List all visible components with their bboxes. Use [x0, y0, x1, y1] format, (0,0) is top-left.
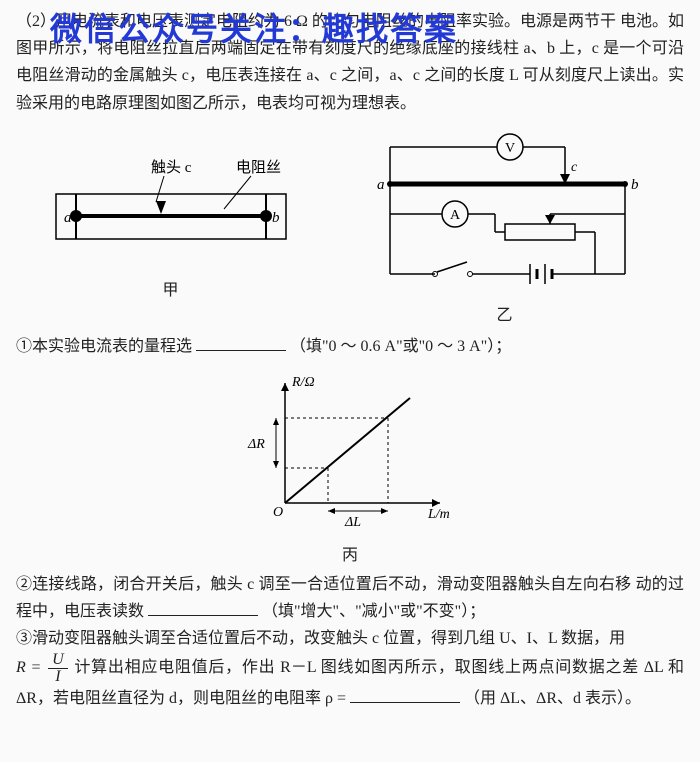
diagram-yi-caption: 乙 [355, 302, 655, 329]
svg-text:ΔL: ΔL [344, 515, 361, 528]
svg-text:R/Ω: R/Ω [291, 375, 315, 390]
q3-frac-num: U [48, 652, 68, 669]
svg-text:a: a [377, 177, 385, 193]
q3-fraction: U I [48, 652, 68, 685]
intro-paragraph: （2）用电流表和电压表测定电阻约为 6 Ω 的均匀电阻丝的电阻率实验。电源是两节… [16, 8, 684, 117]
diagram-bing: R/Ω L/m O ΔR ΔL 丙 [16, 368, 684, 568]
svg-text:ΔR: ΔR [247, 437, 265, 452]
q3-line2-mid: 计算出相应电阻值后，作出 R－L 图线如图丙所示，取图线上两点间数据之差 ΔL [74, 659, 663, 676]
q1-suffix: （填"0 ～ 0.6 A"或"0 ～ 3 A"）； [290, 338, 511, 355]
q3-formula-prefix: R = [16, 659, 46, 676]
svg-text:触头 c: 触头 c [151, 159, 192, 176]
q3-blank [350, 687, 460, 703]
diagram-jia: 触头 c 电阻丝 a b 甲 [46, 154, 296, 304]
q2-line1: ②连接线路，闭合开关后，触头 c 调至一合适位置后不动，滑动变阻器触头自左向右移 [16, 576, 631, 593]
svg-text:电阻丝: 电阻丝 [236, 159, 281, 176]
diagram-row: 触头 c 电阻丝 a b 甲 V [16, 129, 684, 329]
svg-text:c: c [571, 160, 578, 175]
question-3: ③滑动变阻器触头调至合适位置后不动，改变触头 c 位置，得到几组 U、I、L 数… [16, 625, 684, 712]
diagram-yi: V c a b A [355, 129, 655, 329]
svg-text:b: b [631, 177, 639, 193]
q1-prefix: ①本实验电流表的量程选 [16, 338, 192, 355]
q2-line2-suffix: （填"增大"、"减小"或"不变"）； [262, 603, 485, 620]
q1-blank [196, 335, 286, 351]
diagram-jia-caption: 甲 [46, 277, 296, 304]
svg-text:O: O [273, 505, 283, 520]
diagram-yi-svg: V c a b A [355, 129, 655, 289]
q3-line1: ③滑动变阻器触头调至合适位置后不动，改变触头 c 位置，得到几组 U、I、L 数… [16, 630, 625, 647]
question-1: ①本实验电流表的量程选 （填"0 ～ 0.6 A"或"0 ～ 3 A"）； [16, 333, 684, 360]
svg-text:V: V [505, 141, 515, 156]
q2-blank [148, 600, 258, 616]
q3-frac-den: I [48, 669, 68, 685]
intro-line1: （2）用电流表和电压表测定电阻约为 6 Ω 的均匀电阻丝的电阻率实验。电源是两节… [16, 13, 616, 30]
diagram-bing-caption: 丙 [16, 542, 684, 569]
diagram-jia-svg: 触头 c 电阻丝 a b [46, 154, 296, 264]
svg-text:L/m: L/m [427, 507, 450, 522]
svg-text:a: a [64, 210, 72, 226]
question-2: ②连接线路，闭合开关后，触头 c 调至一合适位置后不动，滑动变阻器触头自左向右移… [16, 571, 684, 625]
svg-text:b: b [272, 210, 280, 226]
q3-line3-suffix: （用 ΔL、ΔR、d 表示）。 [464, 690, 641, 707]
svg-text:A: A [450, 208, 461, 223]
diagram-bing-svg: R/Ω L/m O ΔR ΔL [240, 368, 460, 528]
